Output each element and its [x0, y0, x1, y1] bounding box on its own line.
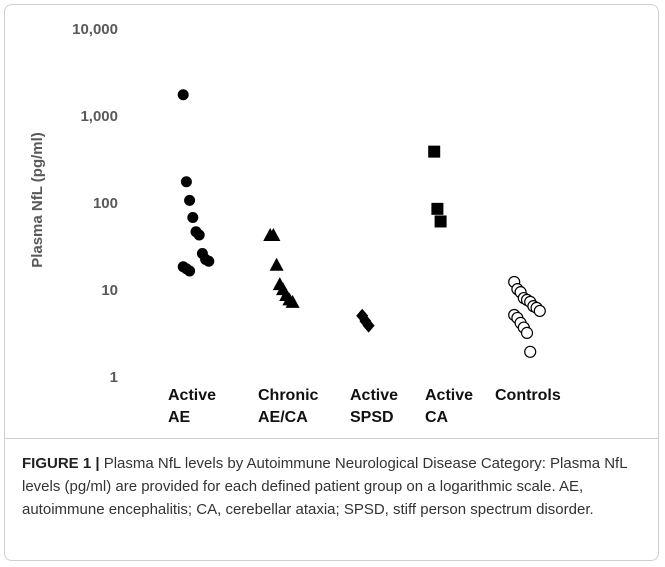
chart: Plasma NfL (pg/ml) 1 10 100 1,000 10,000: [29, 21, 546, 386]
caption: FIGURE 1 | Plasma NfL levels by Autoimmu…: [22, 452, 642, 521]
x-tick-label: Controls: [495, 387, 561, 404]
point: [362, 318, 375, 333]
y-axis-label: Plasma NfL (pg/ml): [29, 132, 46, 268]
x-tick-label: Chronic AE/CA: [258, 387, 319, 426]
x-tick-label: Active SPSD: [350, 387, 399, 426]
point: [520, 326, 534, 339]
caption-text: Plasma NfL levels by Autoimmune Neurolog…: [22, 455, 628, 518]
point: [187, 211, 199, 223]
point: [524, 345, 537, 358]
x-tick-label: Active CA: [425, 387, 474, 426]
point: [434, 215, 447, 228]
y-tick-label: 100: [93, 195, 118, 212]
point: [177, 89, 189, 101]
point: [193, 229, 205, 241]
y-tick-label: 1: [110, 369, 118, 386]
point: [266, 228, 281, 242]
frame: [4, 4, 659, 561]
y-tick-label: 10: [101, 282, 118, 299]
y-tick-label: 10,000: [72, 21, 118, 38]
point: [180, 176, 192, 188]
point: [203, 255, 215, 267]
point: [184, 265, 196, 277]
point: [285, 294, 300, 308]
x-tick-label: Active AE: [168, 387, 217, 426]
point: [269, 257, 284, 271]
point: [533, 304, 546, 318]
y-tick-label: 1,000: [80, 108, 118, 125]
point: [428, 145, 441, 158]
caption-label: FIGURE 1 |: [22, 455, 100, 472]
point: [431, 202, 444, 215]
separator: [4, 438, 659, 439]
point: [184, 194, 196, 206]
